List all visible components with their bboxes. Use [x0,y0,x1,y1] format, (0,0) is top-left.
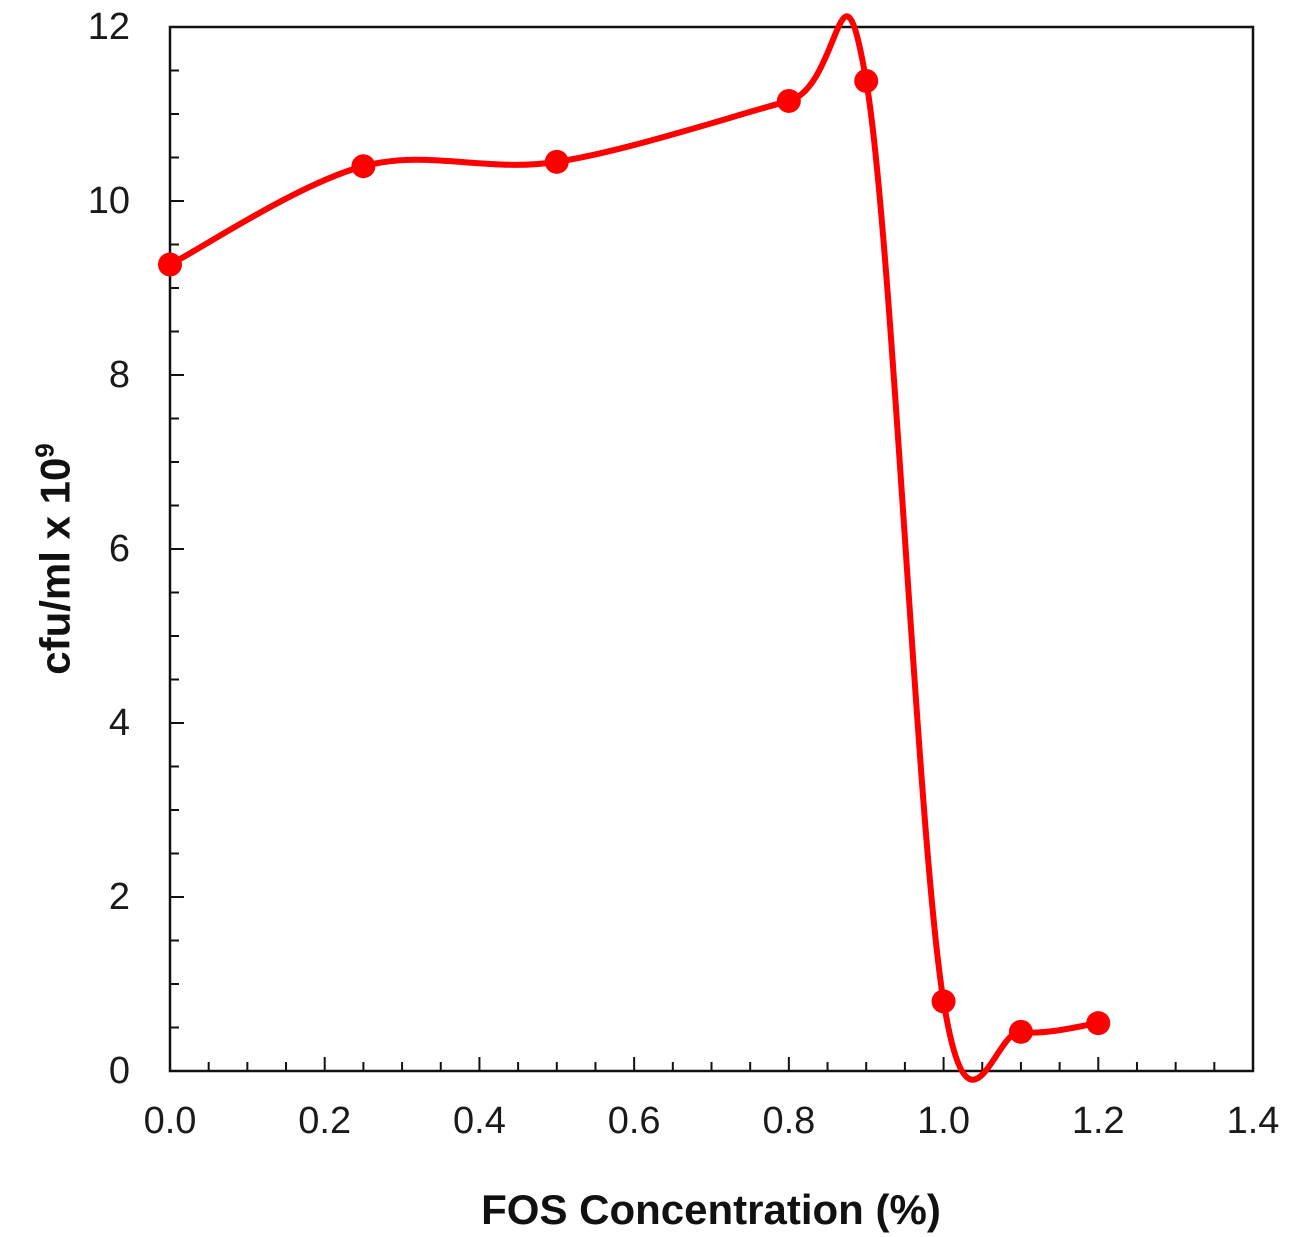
data-point [854,68,879,93]
y-axis-title-superscript: 9 [30,443,60,457]
plot-frame [168,25,1255,1073]
data-point [544,149,569,174]
y-axis-title-group: cfu/ml x 109 [30,443,79,675]
data-points [158,68,1111,1044]
x-tick-label: 0.8 [762,1100,815,1142]
y-tick-label: 8 [109,354,130,396]
y-tick-label: 2 [109,876,130,918]
x-tick-label: 0.2 [298,1100,351,1142]
data-point [931,989,956,1014]
data-point [158,252,182,277]
x-axis-title: FOS Concentration (%) [481,1186,941,1233]
x-tick-label: 1.4 [1227,1100,1280,1142]
x-tick-label: 1.0 [917,1100,970,1142]
x-tick-label: 1.2 [1072,1100,1125,1142]
y-tick-label: 6 [109,528,130,570]
x-tick-label: 0.4 [453,1100,506,1142]
y-axis-ticks: 0 2 4 6 8 10 12 [88,6,184,1092]
y-tick-label: 10 [88,180,130,222]
y-tick-label: 12 [88,6,130,48]
data-point [776,88,801,113]
x-axis-ticks: 0.0 0.2 0.4 0.6 0.8 1.0 1.2 1.4 [144,1057,1280,1142]
series-line [167,13,1102,1083]
y-tick-label: 4 [109,702,130,744]
data-point [1008,1019,1033,1044]
x-tick-label: 0.0 [144,1100,197,1142]
y-axis-title: cfu/ml x 109 [30,443,79,675]
data-point [1086,1011,1111,1036]
y-tick-label: 0 [109,1050,130,1092]
data-point [351,154,376,179]
x-tick-label: 0.6 [608,1100,661,1142]
